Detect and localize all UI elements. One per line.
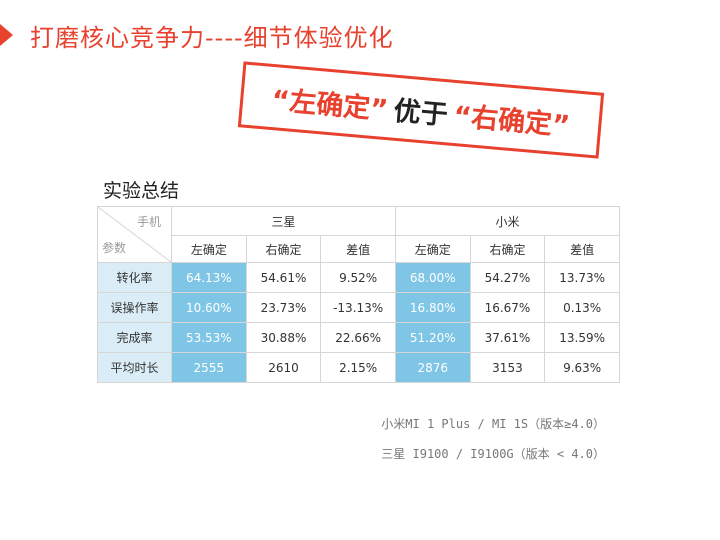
- footnote-samsung-devices: 三星 I9100 / I9100G（版本 < 4.0）: [381, 447, 605, 461]
- table-cell: 3153: [469, 352, 546, 383]
- subheader-cell: 左确定: [171, 235, 247, 263]
- corner-label-params: 参数: [102, 241, 127, 255]
- table-cell: 54.27%: [469, 262, 546, 293]
- table-cell: 2610: [245, 352, 322, 383]
- table-row: 平均时长 2555 2610 2.15% 2876 3153 9.63%: [97, 352, 620, 383]
- row-label: 完成率: [97, 322, 172, 353]
- subheader-cell: 右确定: [469, 235, 546, 263]
- table-cell: 54.61%: [245, 262, 322, 293]
- table-cell: 23.73%: [245, 292, 322, 323]
- footnote-xiaomi-devices: 小米MI 1 Plus / MI 1S（版本≥4.0）: [381, 417, 605, 431]
- title-marker-shape: [0, 24, 13, 46]
- table-cell: 2555: [171, 352, 247, 383]
- table-row: 转化率 64.13% 54.61% 9.52% 68.00% 54.27% 13…: [97, 262, 620, 293]
- slide-title: 打磨核心竞争力----细节体验优化: [30, 24, 394, 52]
- subheader-cell: 左确定: [394, 235, 471, 263]
- stamp-left-confirm: “左确定”: [270, 84, 390, 126]
- table-cell: 9.52%: [320, 262, 396, 293]
- table-cell: 10.60%: [171, 292, 247, 323]
- table-cell: 51.20%: [394, 322, 471, 353]
- stamp-right-confirm: “右确定”: [452, 100, 572, 142]
- subheader-cell: 右确定: [245, 235, 322, 263]
- table-cell: 30.88%: [245, 322, 322, 353]
- table-cell: 53.53%: [171, 322, 247, 353]
- table-cell: 13.59%: [544, 322, 620, 353]
- table-cell: 16.80%: [394, 292, 471, 323]
- conclusion-stamp: “左确定” 优于 “右确定”: [237, 61, 605, 159]
- table-corner: 手机 参数: [97, 206, 172, 263]
- table-cell: 22.66%: [320, 322, 396, 353]
- table-cell: 64.13%: [171, 262, 247, 293]
- corner-label-phone: 手机: [136, 215, 161, 229]
- subheader-cell: 差值: [320, 235, 396, 263]
- table-row: 完成率 53.53% 30.88% 22.66% 51.20% 37.61% 1…: [97, 322, 620, 353]
- table-subheader-row: 左确定 右确定 差值 左确定 右确定 差值: [98, 235, 620, 263]
- table-cell: 16.67%: [469, 292, 546, 323]
- table-cell: 13.73%: [544, 262, 620, 293]
- table-header-row: 手机 参数 三星 小米: [97, 206, 621, 263]
- table-cell: 9.63%: [544, 352, 620, 383]
- table-cell: 2.15%: [320, 352, 396, 383]
- table-cell: 0.13%: [544, 292, 620, 323]
- subheader-cell: 差值: [544, 235, 620, 263]
- row-label: 误操作率: [97, 292, 172, 323]
- experiment-table: 手机 参数 三星 小米 左确定 右确定 差值 左确定 右确定 差值 转化率 64…: [97, 206, 621, 383]
- table-row: 误操作率 10.60% 23.73% -13.13% 16.80% 16.67%…: [97, 292, 620, 323]
- group-header-samsung: 三星: [171, 206, 396, 236]
- row-label: 平均时长: [97, 352, 172, 383]
- stamp-better-than: 优于: [392, 95, 449, 131]
- table-cell: 2876: [394, 352, 471, 383]
- table-cell: 37.61%: [469, 322, 546, 353]
- section-title: 实验总结: [103, 180, 180, 202]
- table-cell: -13.13%: [320, 292, 396, 323]
- group-header-xiaomi: 小米: [394, 206, 621, 236]
- corner-diagonal-line: [98, 207, 171, 262]
- row-label: 转化率: [97, 262, 172, 293]
- table-cell: 68.00%: [394, 262, 471, 293]
